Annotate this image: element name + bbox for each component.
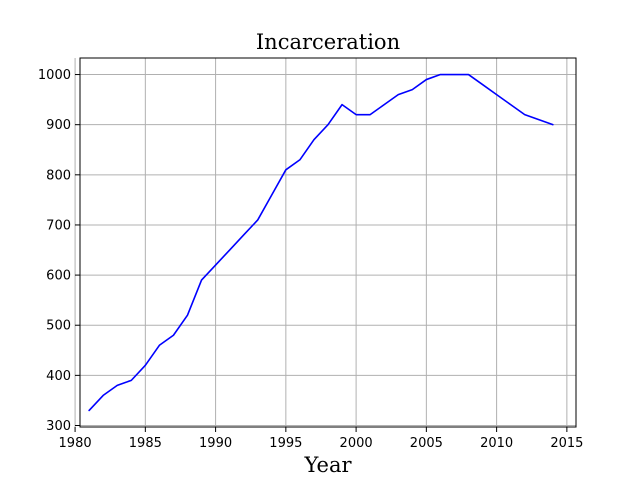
x-tick-label: 2000 [340, 436, 373, 451]
x-tick-label: 1980 [59, 436, 92, 451]
grid [74, 58, 576, 427]
axes-frame [79, 57, 577, 428]
y-tick-label: 1000 [38, 68, 71, 83]
x-axis-label: Year [303, 453, 352, 477]
x-tick-label: 2015 [550, 436, 583, 451]
x-tick-label: 1990 [199, 436, 232, 451]
chart-title: Incarceration [256, 30, 400, 54]
x-tick-label: 1995 [269, 436, 302, 451]
y-tick-label: 600 [46, 269, 71, 284]
y-tick-label: 500 [46, 319, 71, 334]
y-tick-label: 300 [46, 419, 71, 434]
x-tick-label: 2010 [480, 436, 513, 451]
y-tick-label: 800 [46, 168, 71, 183]
x-tick-label: 2005 [410, 436, 443, 451]
series-line-0 [88, 73, 554, 412]
y-tick-label: 700 [46, 218, 71, 233]
y-tick-label: 900 [46, 118, 71, 133]
ticks: 1980 1985 1990 1995 2000 2005 2010 2015 300 400 50… [38, 68, 584, 451]
y-tick-label: 400 [46, 369, 71, 384]
x-tick-label: 1985 [129, 436, 162, 451]
series-layer [88, 73, 554, 412]
